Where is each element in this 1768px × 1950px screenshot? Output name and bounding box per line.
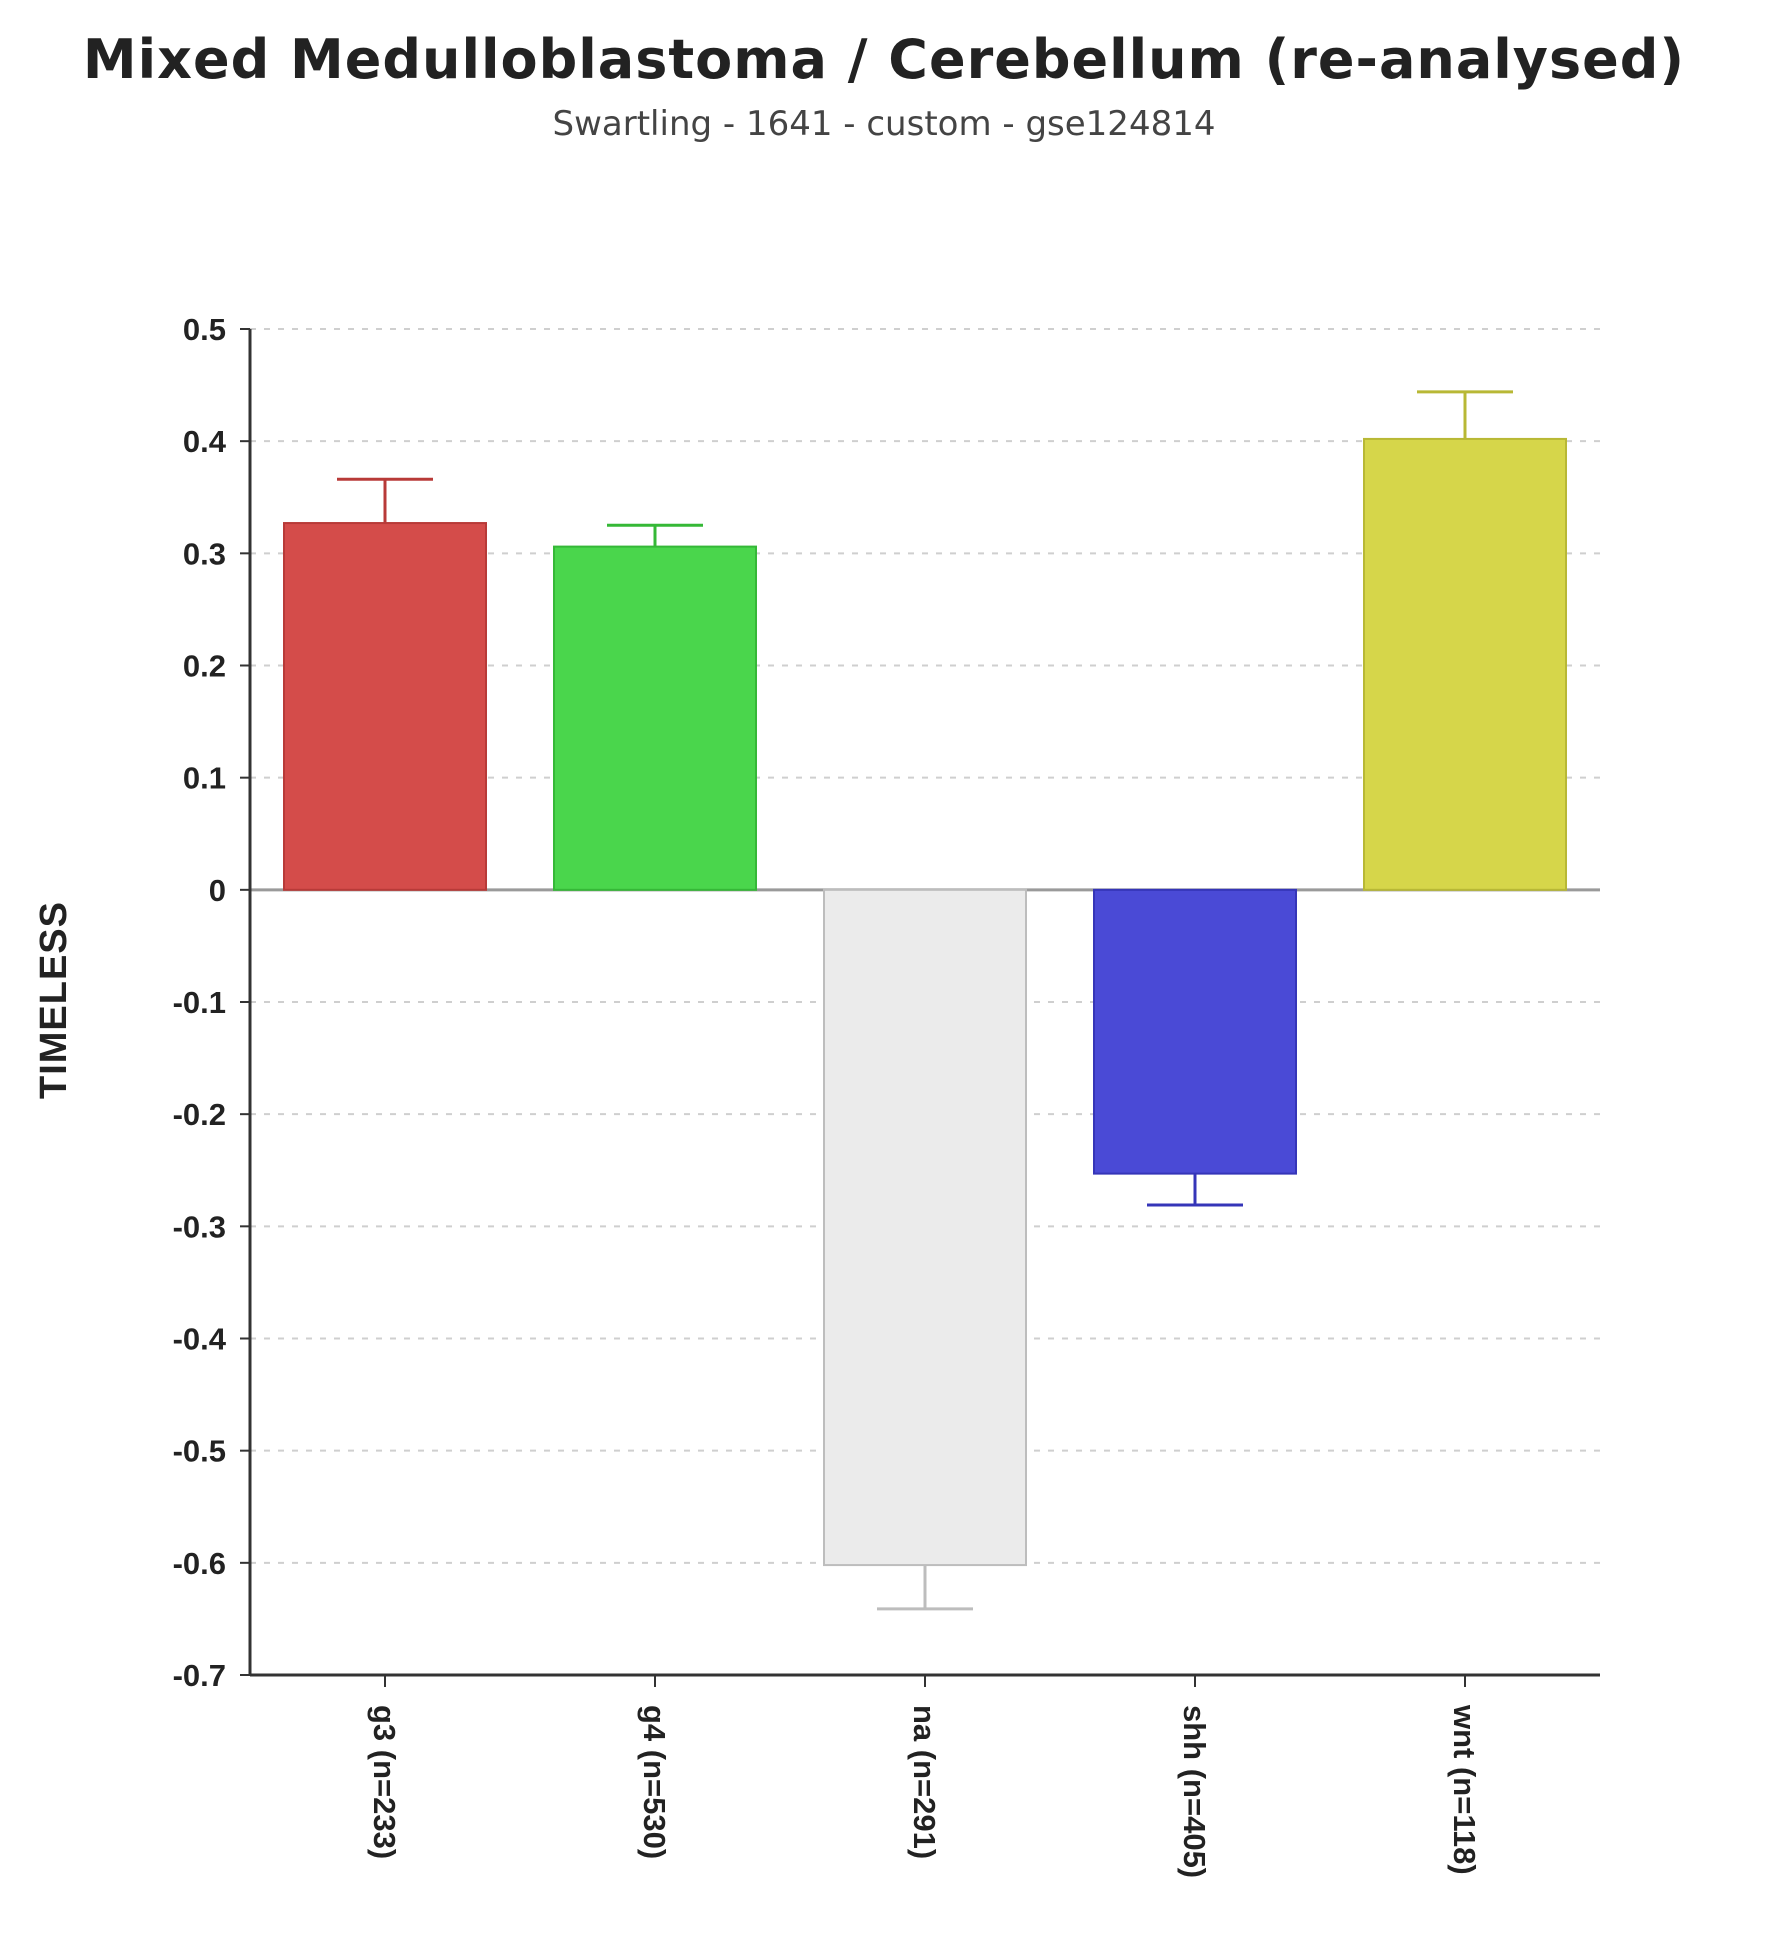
bar (553, 545, 757, 891)
y-tick-label: 0.3 (183, 536, 226, 571)
y-tick-label: 0.2 (183, 649, 226, 684)
y-tick-label: -0.7 (173, 1658, 226, 1693)
y-tick-label: -0.3 (173, 1209, 226, 1244)
y-tick-label: -0.2 (173, 1097, 226, 1132)
x-tick-label: shh (n=405) (1177, 1705, 1212, 1878)
bar (823, 888, 1027, 1567)
axes (240, 328, 1600, 1687)
bar (1093, 888, 1297, 1175)
chart-title: Mixed Medulloblastoma / Cerebellum (re-a… (82, 28, 1686, 91)
y-axis-title: TIMELESS (33, 901, 75, 1099)
y-tick-label: 0.4 (183, 424, 227, 459)
chart-subtitle: Swartling - 1641 - custom - gse124814 (552, 104, 1216, 144)
y-tick-label: -0.6 (173, 1546, 226, 1581)
y-tick-label: 0 (209, 873, 226, 908)
bar (1363, 437, 1567, 891)
x-tick-label: na (n=291) (907, 1705, 942, 1859)
x-tick-label: g3 (n=233) (367, 1705, 402, 1859)
x-tick-label: wnt (n=118) (1447, 1704, 1482, 1875)
x-tick-label: g4 (n=530) (637, 1705, 672, 1859)
y-tick-label: -0.5 (173, 1434, 226, 1469)
bars (283, 390, 1567, 1611)
y-tick-label: 0.5 (183, 312, 226, 347)
y-tick-label: -0.1 (173, 985, 226, 1020)
tick-labels: 0.5 0.4 0.3 0.2 0.1 0 -0.1 -0.2 -0.3 -0.4 -0.5 -0.6… (173, 312, 1482, 1878)
bar (283, 522, 487, 891)
y-tick-label: -0.4 (173, 1322, 227, 1357)
y-tick-label: 0.1 (183, 761, 226, 796)
